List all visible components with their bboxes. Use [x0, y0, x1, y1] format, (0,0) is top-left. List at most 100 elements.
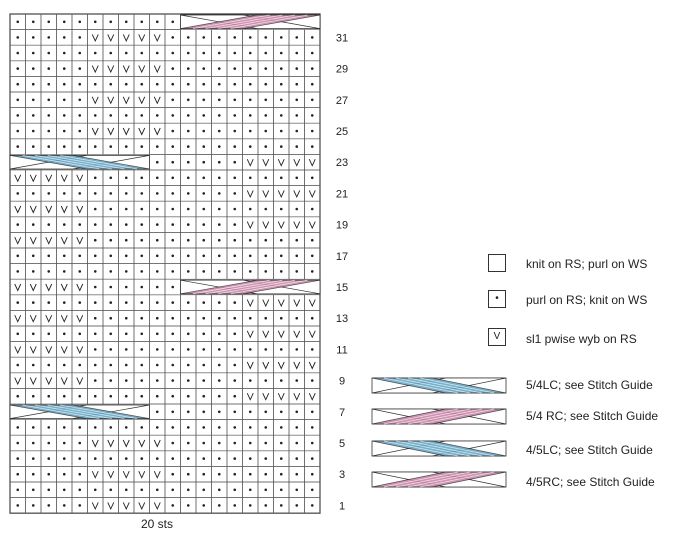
slip-symbol: [91, 34, 99, 42]
purl-dot: [171, 192, 175, 195]
purl-dot: [233, 441, 237, 445]
slip-symbol: [293, 299, 301, 308]
purl-dot: [31, 51, 35, 55]
purl-dot: [264, 36, 268, 39]
purl-dot: [279, 51, 283, 55]
legend-4-5-lc: 4/5LC; see Stitch Guide: [526, 443, 653, 457]
purl-dot: [47, 472, 51, 476]
purl-dot: [202, 457, 206, 460]
slip-symbol: [29, 205, 37, 214]
purl-dot: [202, 238, 206, 242]
purl-dot: [78, 129, 82, 133]
purl-dot: [47, 270, 51, 273]
purl-dot: [78, 67, 82, 70]
purl-dot: [16, 20, 20, 24]
slip-symbol: [138, 502, 146, 510]
purl-dot: [31, 223, 35, 226]
slip-symbol: [29, 283, 37, 292]
purl-dot: [233, 98, 237, 102]
purl-dot: [310, 270, 314, 273]
legend-cable-swatches: [371, 377, 507, 488]
slip-symbol: [14, 174, 22, 183]
purl-dot: [279, 145, 283, 148]
purl-dot: [202, 441, 206, 445]
purl-dot: [47, 363, 51, 367]
slip-symbol: [91, 127, 99, 136]
purl-dot: [310, 114, 314, 117]
purl-dot: [248, 114, 252, 117]
cable-hatch: [218, 14, 295, 29]
row-label-31: 31: [336, 32, 348, 44]
purl-dot: [93, 20, 97, 24]
purl-dot: [202, 192, 206, 195]
legend-4-5-rc: 4/5RC; see Stitch Guide: [526, 475, 655, 489]
cable-hatch: [192, 14, 270, 29]
purl-dot: [310, 129, 314, 133]
purl-dot: [47, 20, 51, 24]
purl-dot: [295, 472, 299, 476]
purl-dot: [16, 223, 20, 226]
purl-dot: [264, 472, 268, 476]
purl-dot: [31, 114, 35, 117]
purl-dot: [124, 82, 128, 86]
purl-dot: [47, 488, 51, 492]
purl-dot: [279, 488, 283, 492]
slip-symbol: [308, 361, 316, 370]
purl-dot: [279, 114, 283, 117]
purl-dot: [202, 207, 206, 211]
purl-dot: [93, 348, 97, 351]
legend-purl: purl on RS; knit on WS: [526, 293, 648, 307]
purl-dot: [217, 160, 221, 164]
purl-dot: [295, 67, 299, 70]
purl-dot: [186, 316, 190, 320]
purl-dot: [171, 457, 175, 460]
purl-dot: [47, 332, 51, 336]
purl-symbol: •: [495, 293, 499, 304]
purl-dot: [78, 301, 82, 304]
purl-dot: [47, 426, 51, 429]
slip-symbol: [60, 346, 68, 354]
purl-dot: [248, 379, 252, 382]
purl-dot: [310, 145, 314, 148]
purl-dot: [202, 270, 206, 273]
purl-dot: [47, 192, 51, 195]
purl-dot: [279, 504, 283, 507]
purl-dot: [217, 67, 221, 70]
slip-symbol: [246, 221, 254, 230]
cable-hatch: [47, 155, 125, 170]
purl-dot: [310, 67, 314, 70]
purl-dot: [155, 238, 159, 242]
purl-dot: [124, 223, 128, 226]
purl-dot: [310, 504, 314, 507]
purl-dot: [202, 316, 206, 320]
purl-dot: [62, 82, 66, 86]
purl-dot: [248, 36, 252, 39]
purl-dot: [279, 316, 283, 320]
purl-dot: [124, 285, 128, 289]
purl-dot: [295, 254, 299, 258]
purl-dot: [31, 98, 35, 102]
row-label-21: 21: [336, 188, 348, 200]
cable-hatch: [383, 471, 458, 488]
purl-dot: [264, 176, 268, 180]
slip-symbol: [153, 439, 161, 448]
purl-dot: [217, 472, 221, 476]
purl-dot: [78, 394, 82, 398]
purl-dot: [217, 207, 221, 211]
purl-dot: [233, 316, 237, 320]
slip-symbol: [107, 471, 115, 479]
purl-dot: [248, 316, 252, 320]
purl-dot: [109, 316, 113, 320]
purl-dot: [217, 114, 221, 117]
purl-dot: [62, 129, 66, 133]
purl-dot: [109, 363, 113, 367]
slip-legend-swatch: V: [488, 328, 506, 346]
purl-dot: [78, 114, 82, 117]
purl-dot: [78, 223, 82, 226]
purl-dot: [264, 457, 268, 460]
purl-dot: [124, 488, 128, 492]
slip-symbol: [60, 283, 68, 292]
purl-dot: [47, 98, 51, 102]
slip-symbol: [153, 471, 161, 479]
